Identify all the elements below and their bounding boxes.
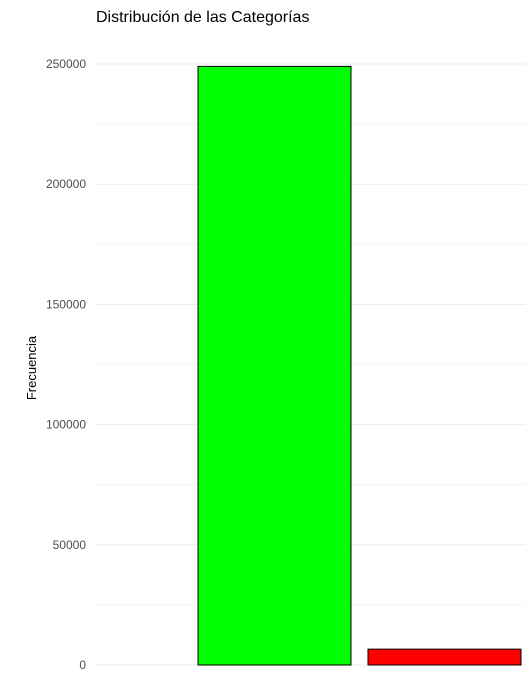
y-axis-label: Frecuencia (24, 335, 39, 400)
bars (197, 65, 522, 666)
y-axis-ticks: 0 50000 100000 150000 200000 250000 (46, 57, 86, 672)
y-tick-label: 100000 (46, 418, 86, 432)
chart-title: Distribución de las Categorías (96, 9, 309, 26)
bar-1 (197, 65, 352, 666)
y-tick-label: 150000 (46, 297, 86, 311)
y-tick-label: 0 (79, 658, 86, 672)
y-tick-label: 250000 (46, 57, 86, 71)
y-tick-label: 200000 (46, 177, 86, 191)
bar-2 (367, 648, 522, 666)
y-tick-label: 50000 (53, 538, 87, 552)
